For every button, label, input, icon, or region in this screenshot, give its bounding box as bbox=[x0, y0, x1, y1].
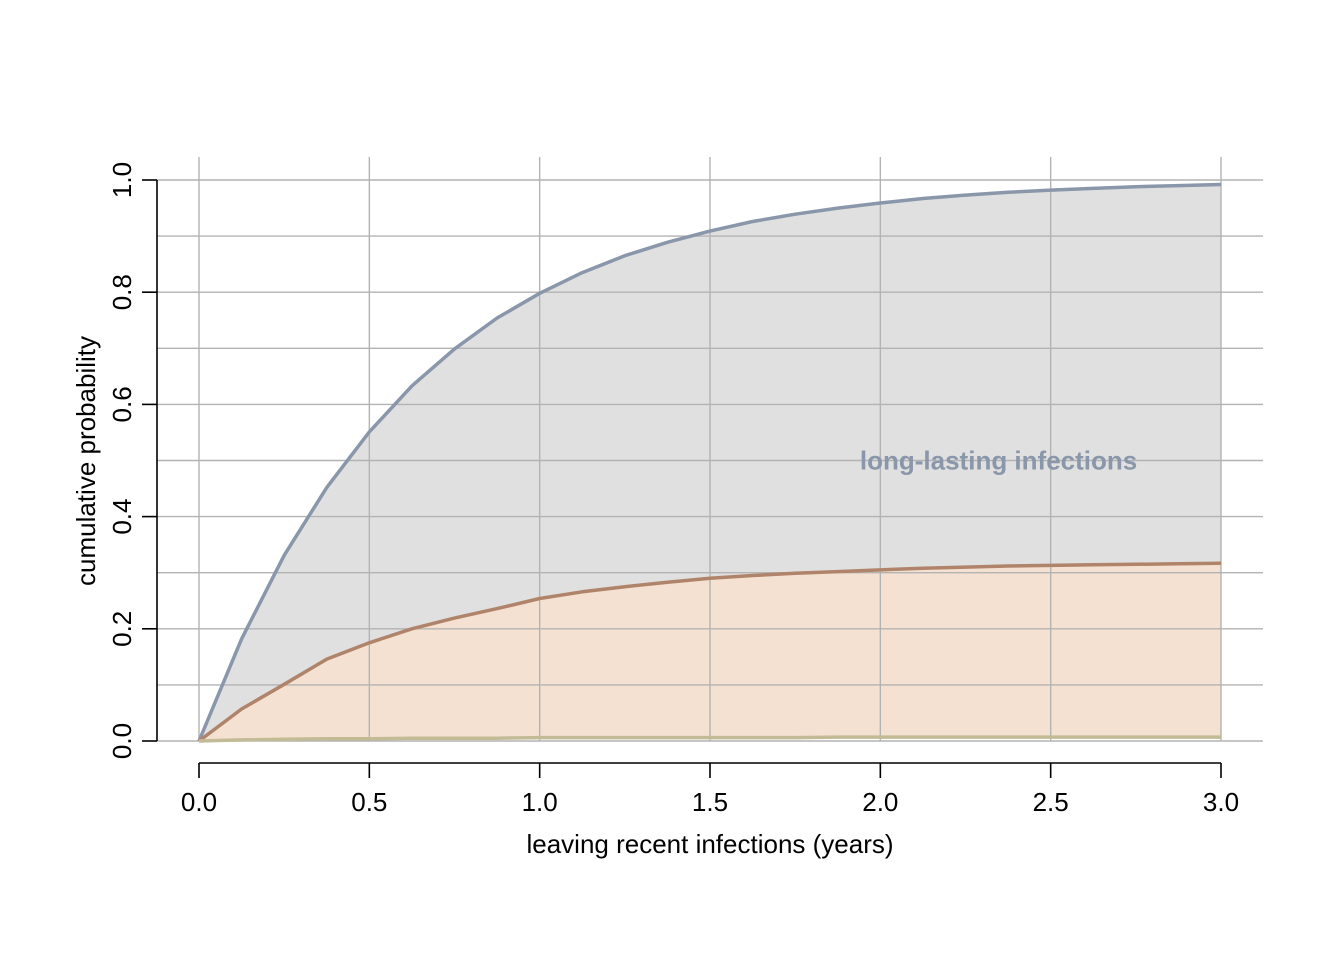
series-line-1 bbox=[197, 182, 1222, 742]
x-tick-label: 0.0 bbox=[181, 787, 217, 817]
x-tick-label: 2.0 bbox=[862, 787, 898, 817]
x-tick-label: 1.0 bbox=[522, 787, 558, 817]
tick-labels: 0.0 0.5 1.0 1.5 2.0 2.5 3.0 0.0 0.2 0.4 0.6 0.8 1.0 bbox=[107, 162, 1239, 817]
x-axis-label: leaving recent infections (years) bbox=[526, 829, 893, 859]
x-tick-label: 3.0 bbox=[1203, 787, 1239, 817]
y-tick-label: 0.2 bbox=[107, 611, 137, 647]
series-line-2 bbox=[197, 561, 1222, 743]
x-tick-label: 0.5 bbox=[351, 787, 387, 817]
grid bbox=[157, 157, 1263, 742]
y-tick-label: 0.4 bbox=[107, 499, 137, 535]
y-tick-label: 0.6 bbox=[107, 386, 137, 422]
series-lines bbox=[197, 182, 1222, 743]
y-tick-label: 1.0 bbox=[107, 162, 137, 198]
y-tick-label: 0.8 bbox=[107, 274, 137, 310]
x-tick-label: 2.5 bbox=[1033, 787, 1069, 817]
x-tick-label: 1.5 bbox=[692, 787, 728, 817]
y-axis-label: cumulative probability bbox=[71, 336, 101, 586]
y-tick-label: 0.0 bbox=[107, 723, 137, 759]
series-line-3 bbox=[198, 735, 1221, 743]
axes bbox=[142, 179, 1222, 778]
annotation-label: long-lasting infections bbox=[860, 446, 1137, 476]
annotations: long-lasting infections bbox=[860, 446, 1137, 476]
